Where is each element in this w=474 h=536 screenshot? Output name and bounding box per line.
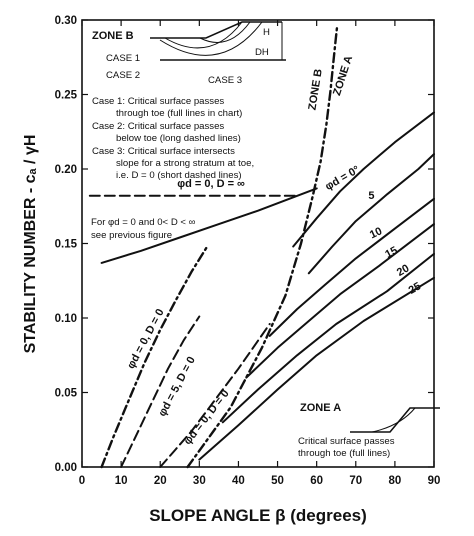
case-notes: Case 1: Critical surface passes through … [92,96,254,181]
x-tick-label: 90 [428,475,441,487]
x-axis-title: SLOPE ANGLE β (degrees) [149,506,367,525]
x-tick-label: 70 [349,475,362,487]
y-tick-label: 0.10 [55,313,77,325]
series-line-8 [100,245,209,469]
d-note-line-1: For φd = 0 and 0< D < ∞ [91,217,196,228]
axes: 0 10 20 30 40 50 60 70 80 90 0.00 0.05 0.10 0.15 0.20 0… [55,15,441,487]
x-tick-label: 50 [271,475,284,487]
case3-label: CASE 3 [208,75,242,86]
series-line-11 [186,26,339,469]
series-line-3 [245,223,435,379]
y-tick-label: 0.25 [55,90,78,102]
y-tick-label: 0.15 [55,239,78,251]
x-tick-label: 20 [154,475,167,487]
y-tick-label: 0.30 [55,15,77,27]
curve-label-5: 15 [383,245,399,261]
y-tick-label: 0.00 [55,462,77,474]
series-line-5 [198,276,435,461]
zone-a-slope-icon [350,407,440,433]
curve-label-8: φd = 0, D = ∞ [177,178,245,190]
curve-label-10: φd = 5, D = 0 [156,355,198,419]
d-note: For φd = 0 and 0< D < ∞ see previous fig… [91,217,196,241]
x-tick-label: 80 [388,475,401,487]
zone-a-inset: ZONE A Critical surface passes through t… [298,402,440,459]
zone-b-inset: ZONE B H DH CASE 1 CASE 2 CASE 3 [92,21,286,86]
series-line-6 [100,187,318,264]
note-line-1: Case 1: Critical surface passes [92,96,224,107]
curve-label-4: 10 [368,225,384,241]
case2-arc [159,21,263,56]
curve-label-0: ZONE B [306,68,324,111]
series-line-1 [307,153,435,275]
case3-arc [199,21,251,43]
note-line-7: i.e. D = 0 (short dashed lines) [116,170,242,181]
curve-label-3: 5 [368,190,374,202]
note-line-4: below toe (long dashed lines) [116,133,241,144]
zone-a-note-line-2: through toe (full lines) [298,448,390,459]
series-line-9 [120,315,201,468]
note-line-3: Case 2: Critical surface passes [92,121,224,132]
zone-a-arc [371,407,416,433]
x-tick-label: 0 [79,475,85,487]
x-tick-label: 40 [232,475,245,487]
series-line-0 [292,111,435,248]
series-line-4 [221,252,435,424]
curves [88,26,435,469]
zone-a-note-line-1: Critical surface passes [298,436,395,447]
zone-a-title: ZONE A [300,402,341,414]
h-label: H [263,27,270,38]
dh-label: DH [255,47,269,58]
curve-label-7: 25 [407,280,424,297]
note-line-2: through toe (full lines in chart) [116,108,242,119]
x-tick-label: 30 [193,475,206,487]
zone-b-title: ZONE B [92,30,134,42]
case1-arc [164,21,243,49]
case2-label: CASE 2 [106,70,140,81]
series-line-2 [268,197,435,337]
y-axis-title: STABILITY NUMBER - cₐ / γH [22,135,39,354]
y-tick-label: 0.05 [55,388,78,400]
x-tick-label: 10 [115,475,128,487]
case1-label: CASE 1 [106,53,140,64]
note-line-6: slope for a strong stratum at toe, [116,158,254,169]
x-tick-label: 60 [310,475,323,487]
y-tick-label: 0.20 [55,164,77,176]
d-note-line-2: see previous figure [91,230,172,241]
curve-label-6: 20 [395,262,412,279]
note-line-5: Case 3: Critical surface intersects [92,146,235,157]
plot-frame [81,19,435,468]
